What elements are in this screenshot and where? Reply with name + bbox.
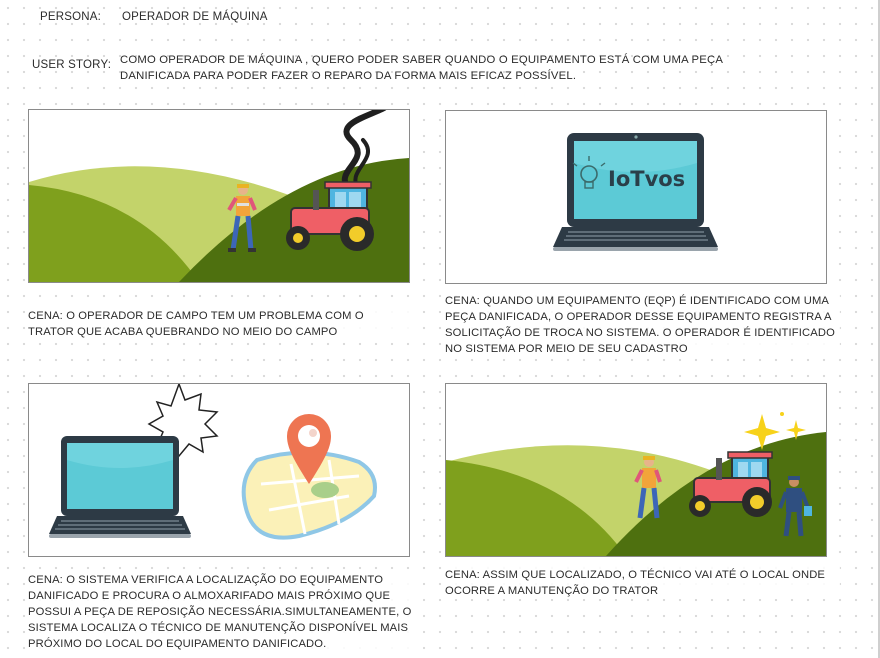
operator-icon <box>634 456 662 519</box>
persona-value: OPERADOR DE MÁQUINA <box>122 11 268 23</box>
scene-3-illustration <box>49 384 377 540</box>
technician-icon <box>778 476 812 537</box>
smoke-icon <box>341 110 387 195</box>
user-story-line-2: DANIFICADA PARA PODER FAZER O REPARO DA … <box>120 70 577 82</box>
laptop-icon <box>49 436 191 538</box>
user-story-label: USER STORY: <box>32 59 112 71</box>
bulb-icon <box>572 156 606 189</box>
laptop-icon <box>553 133 718 251</box>
user-story-line-1: COMO OPERADOR DE MÁQUINA , QUERO PODER S… <box>120 54 724 66</box>
tractor-icon <box>689 451 773 517</box>
scene-1-caption: CENA: O OPERADOR DE CAMPO TEM UM PROBLEM… <box>28 308 418 340</box>
iotvos-logo: IoTvos <box>608 167 685 191</box>
canvas-edge <box>878 0 880 658</box>
operator-icon <box>227 184 257 252</box>
persona-label: PERSONA: <box>40 11 102 23</box>
left-hill <box>29 185 199 282</box>
scene-4-illustration <box>446 412 826 556</box>
scene-3-caption: CENA: O SISTEMA VERIFICA A LOCALIZAÇÃO D… <box>28 572 423 652</box>
scene-1-frame <box>28 109 410 283</box>
scene-3-frame <box>28 383 410 557</box>
scene-1-illustration <box>29 110 409 282</box>
scene-2-caption: CENA: QUANDO UM EQUIPAMENTO (EQP) É IDEN… <box>445 293 840 357</box>
location-pin-icon <box>287 414 331 484</box>
tractor-icon <box>286 181 374 251</box>
sparkle-icon <box>744 412 806 450</box>
scene-4-frame <box>445 383 827 557</box>
scene-2-illustration: IoTvos <box>553 133 718 251</box>
scene-2-frame: IoTvos <box>445 110 827 284</box>
scene-4-caption: CENA: ASSIM QUE LOCALIZADO, O TÉCNICO VA… <box>445 567 840 599</box>
